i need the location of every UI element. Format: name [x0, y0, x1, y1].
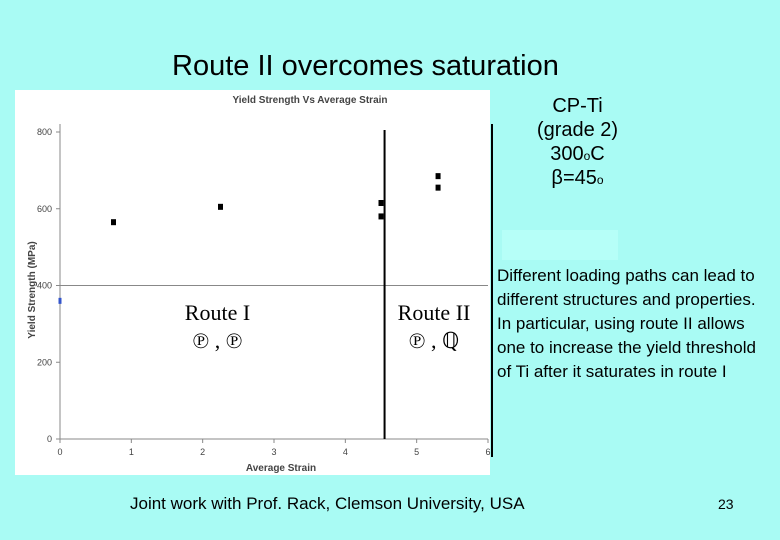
y-tick-label: 200 [37, 357, 52, 367]
y-tick-label: 0 [47, 434, 52, 444]
data-point [435, 173, 441, 180]
material-grade: (grade 2) [536, 119, 619, 141]
material-angle: β=45o [551, 167, 604, 189]
route2-label: Route II ℗ , ℚ [388, 299, 480, 355]
route2-name: Route II [397, 300, 471, 325]
x-tick-label: 4 [343, 447, 348, 457]
highlight-box [502, 230, 618, 260]
ticks-layer: 0 200 400 600 800 0 1 2 3 4 5 6 [37, 127, 491, 457]
y-tick-label: 600 [37, 204, 52, 214]
route1-path: ℗ , ℗ [192, 328, 243, 353]
route1-label: Route I ℗ , ℗ [170, 299, 265, 355]
data-point [435, 184, 441, 191]
y-tick-label: 400 [37, 281, 52, 291]
x-tick-label: 3 [271, 447, 276, 457]
y-tick-label: 800 [37, 127, 52, 137]
chart-background [15, 90, 490, 475]
x-tick-label: 2 [200, 447, 205, 457]
route1-name: Route I [184, 300, 251, 325]
material-name: CP-Ti [552, 95, 603, 117]
x-tick-label: 0 [57, 447, 62, 457]
material-temperature: 300oC [550, 143, 605, 165]
description-text: Different loading paths can lead to diff… [497, 266, 756, 381]
route2-path: ℗ , ℚ [408, 328, 460, 353]
chart: Yield Strength Vs Average Strain 0200400… [15, 90, 493, 475]
material-info: CP-Ti (grade 2) 300oC β=45o [510, 94, 645, 190]
points-layer [58, 173, 441, 304]
data-point [378, 199, 384, 206]
data-point [58, 297, 62, 304]
annotation-layer [383, 124, 493, 457]
data-point [218, 203, 223, 210]
chart-title: Yield Strength Vs Average Strain [232, 95, 387, 106]
x-tick-label: 1 [129, 447, 134, 457]
y-axis-label: Yield Strength (MPa) [27, 241, 38, 338]
slide-title: Route II overcomes saturation [172, 50, 559, 82]
footer-credit: Joint work with Prof. Rack, Clemson Univ… [130, 494, 525, 513]
data-point [378, 213, 384, 220]
x-tick-label: 5 [414, 447, 419, 457]
x-axis-label: Average Strain [246, 463, 316, 474]
x-tick-label: 6 [485, 447, 490, 457]
slide-number: 23 [718, 496, 734, 512]
data-point [111, 219, 116, 226]
